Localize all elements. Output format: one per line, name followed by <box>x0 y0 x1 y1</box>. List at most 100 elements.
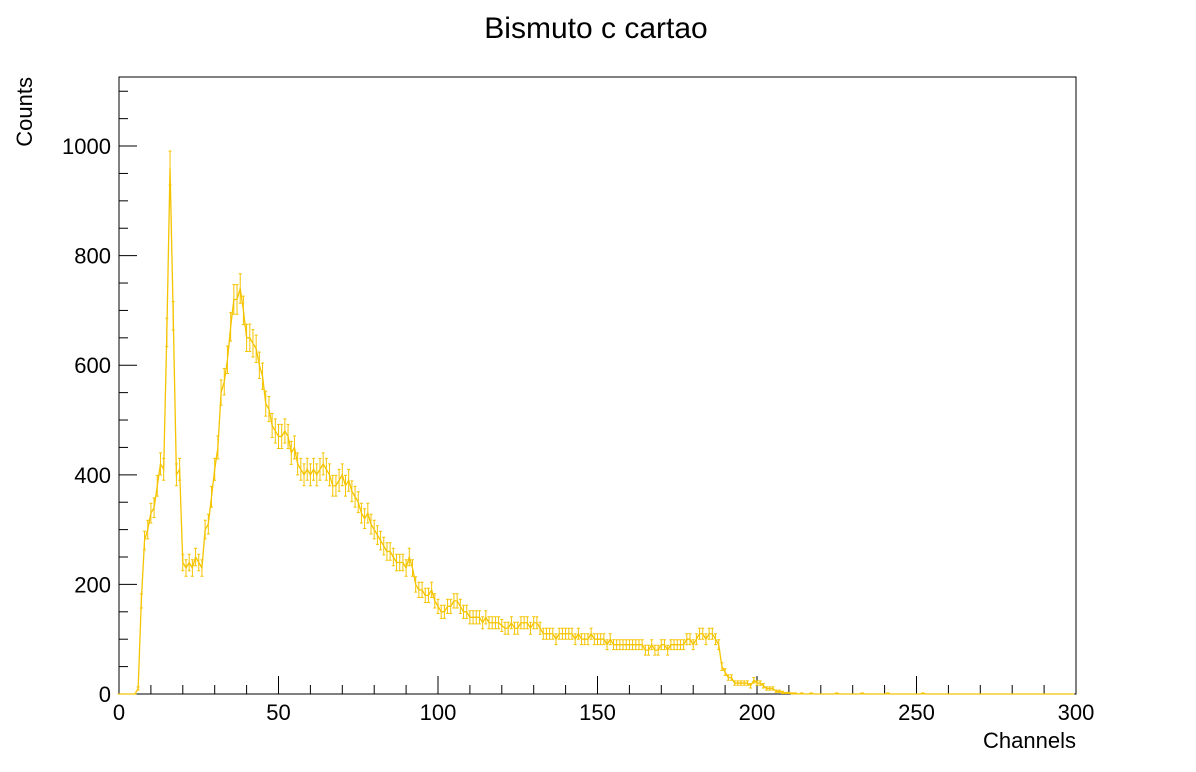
error-bar <box>758 680 762 686</box>
error-bar <box>784 691 788 694</box>
error-bar <box>678 639 682 651</box>
error-bar <box>774 689 778 693</box>
error-bar <box>343 474 347 497</box>
error-bar <box>273 418 277 444</box>
error-bar <box>704 633 708 646</box>
error-bar <box>723 668 727 676</box>
error-bar <box>286 423 290 450</box>
error-bar <box>548 627 552 640</box>
error-bar <box>337 468 341 492</box>
error-bar <box>277 423 280 450</box>
error-bar <box>809 692 813 695</box>
error-bar <box>525 616 529 630</box>
error-bar <box>340 463 344 487</box>
error-bar <box>726 674 730 681</box>
error-bar <box>359 502 363 524</box>
error-bar <box>659 639 663 651</box>
error-bar <box>178 457 182 481</box>
error-bar <box>656 644 660 656</box>
error-bar <box>296 452 300 476</box>
error-bar <box>353 485 357 508</box>
error-bar <box>611 639 615 651</box>
error-bar <box>369 513 373 535</box>
error-bar <box>506 621 510 635</box>
error-bar <box>449 598 453 614</box>
error-bar <box>289 440 293 465</box>
error-bar <box>551 627 555 640</box>
error-bar <box>672 639 676 651</box>
error-bar <box>567 627 571 640</box>
error-bar <box>835 692 839 695</box>
error-bar <box>331 474 335 497</box>
error-bar <box>308 463 312 487</box>
error-bar <box>605 639 609 651</box>
error-bar <box>535 616 539 630</box>
error-bar <box>685 633 689 646</box>
error-bar <box>860 692 864 695</box>
error-bar <box>149 502 153 524</box>
error-bar <box>653 644 657 656</box>
y-tick-label: 800 <box>74 244 111 269</box>
error-bar <box>254 334 258 363</box>
error-bar <box>580 633 584 646</box>
error-bar <box>662 639 666 651</box>
error-bar <box>624 639 628 651</box>
error-bar <box>283 418 287 444</box>
error-bar <box>229 312 233 342</box>
x-tick-label: 300 <box>1058 700 1095 725</box>
error-bar <box>168 150 172 186</box>
error-bar <box>557 627 561 640</box>
error-bar <box>328 463 332 487</box>
error-bar <box>570 627 574 640</box>
error-bar <box>143 530 147 551</box>
chart-title: Bismuto c cartao <box>484 12 707 45</box>
error-bar <box>219 379 223 406</box>
error-bar <box>197 553 201 572</box>
error-bar <box>439 604 443 619</box>
error-bar <box>245 323 249 353</box>
error-bar <box>162 457 166 481</box>
error-bar <box>500 618 504 633</box>
error-bar <box>264 390 268 417</box>
error-bar <box>669 639 673 651</box>
error-bar <box>292 435 296 460</box>
error-bar <box>436 598 440 614</box>
error-bar <box>334 474 338 497</box>
error-bar <box>701 627 705 640</box>
error-bar <box>404 559 408 577</box>
error-bar <box>474 610 478 625</box>
error-bar <box>238 273 242 304</box>
error-bar <box>280 423 284 450</box>
error-bar <box>146 519 150 540</box>
error-bar <box>324 457 328 481</box>
error-bar <box>302 463 306 487</box>
error-bar <box>602 633 606 646</box>
error-bar <box>465 604 469 619</box>
error-bar <box>455 593 459 609</box>
error-bar <box>222 368 226 396</box>
error-bar <box>458 598 462 614</box>
error-bar <box>497 616 501 630</box>
error-bar <box>315 463 319 487</box>
x-tick-label: 200 <box>739 700 776 725</box>
y-tick-label: 600 <box>74 353 111 378</box>
y-tick-label: 1000 <box>62 134 111 159</box>
error-bar <box>714 633 718 646</box>
error-bar <box>576 627 580 640</box>
error-bar <box>541 627 545 640</box>
error-bar <box>921 692 925 695</box>
error-bar <box>401 553 405 572</box>
error-bar <box>761 683 765 689</box>
error-bar <box>800 692 804 695</box>
error-bar <box>206 513 210 535</box>
error-bar <box>398 553 402 572</box>
error-bar <box>631 639 635 651</box>
error-bar <box>350 480 354 503</box>
error-bar <box>267 395 271 423</box>
error-bar <box>733 680 737 686</box>
error-bar <box>257 351 261 379</box>
error-bar <box>509 616 513 630</box>
error-bar <box>471 610 475 625</box>
error-bar <box>615 639 619 651</box>
x-axis-label: Channels <box>983 728 1076 753</box>
